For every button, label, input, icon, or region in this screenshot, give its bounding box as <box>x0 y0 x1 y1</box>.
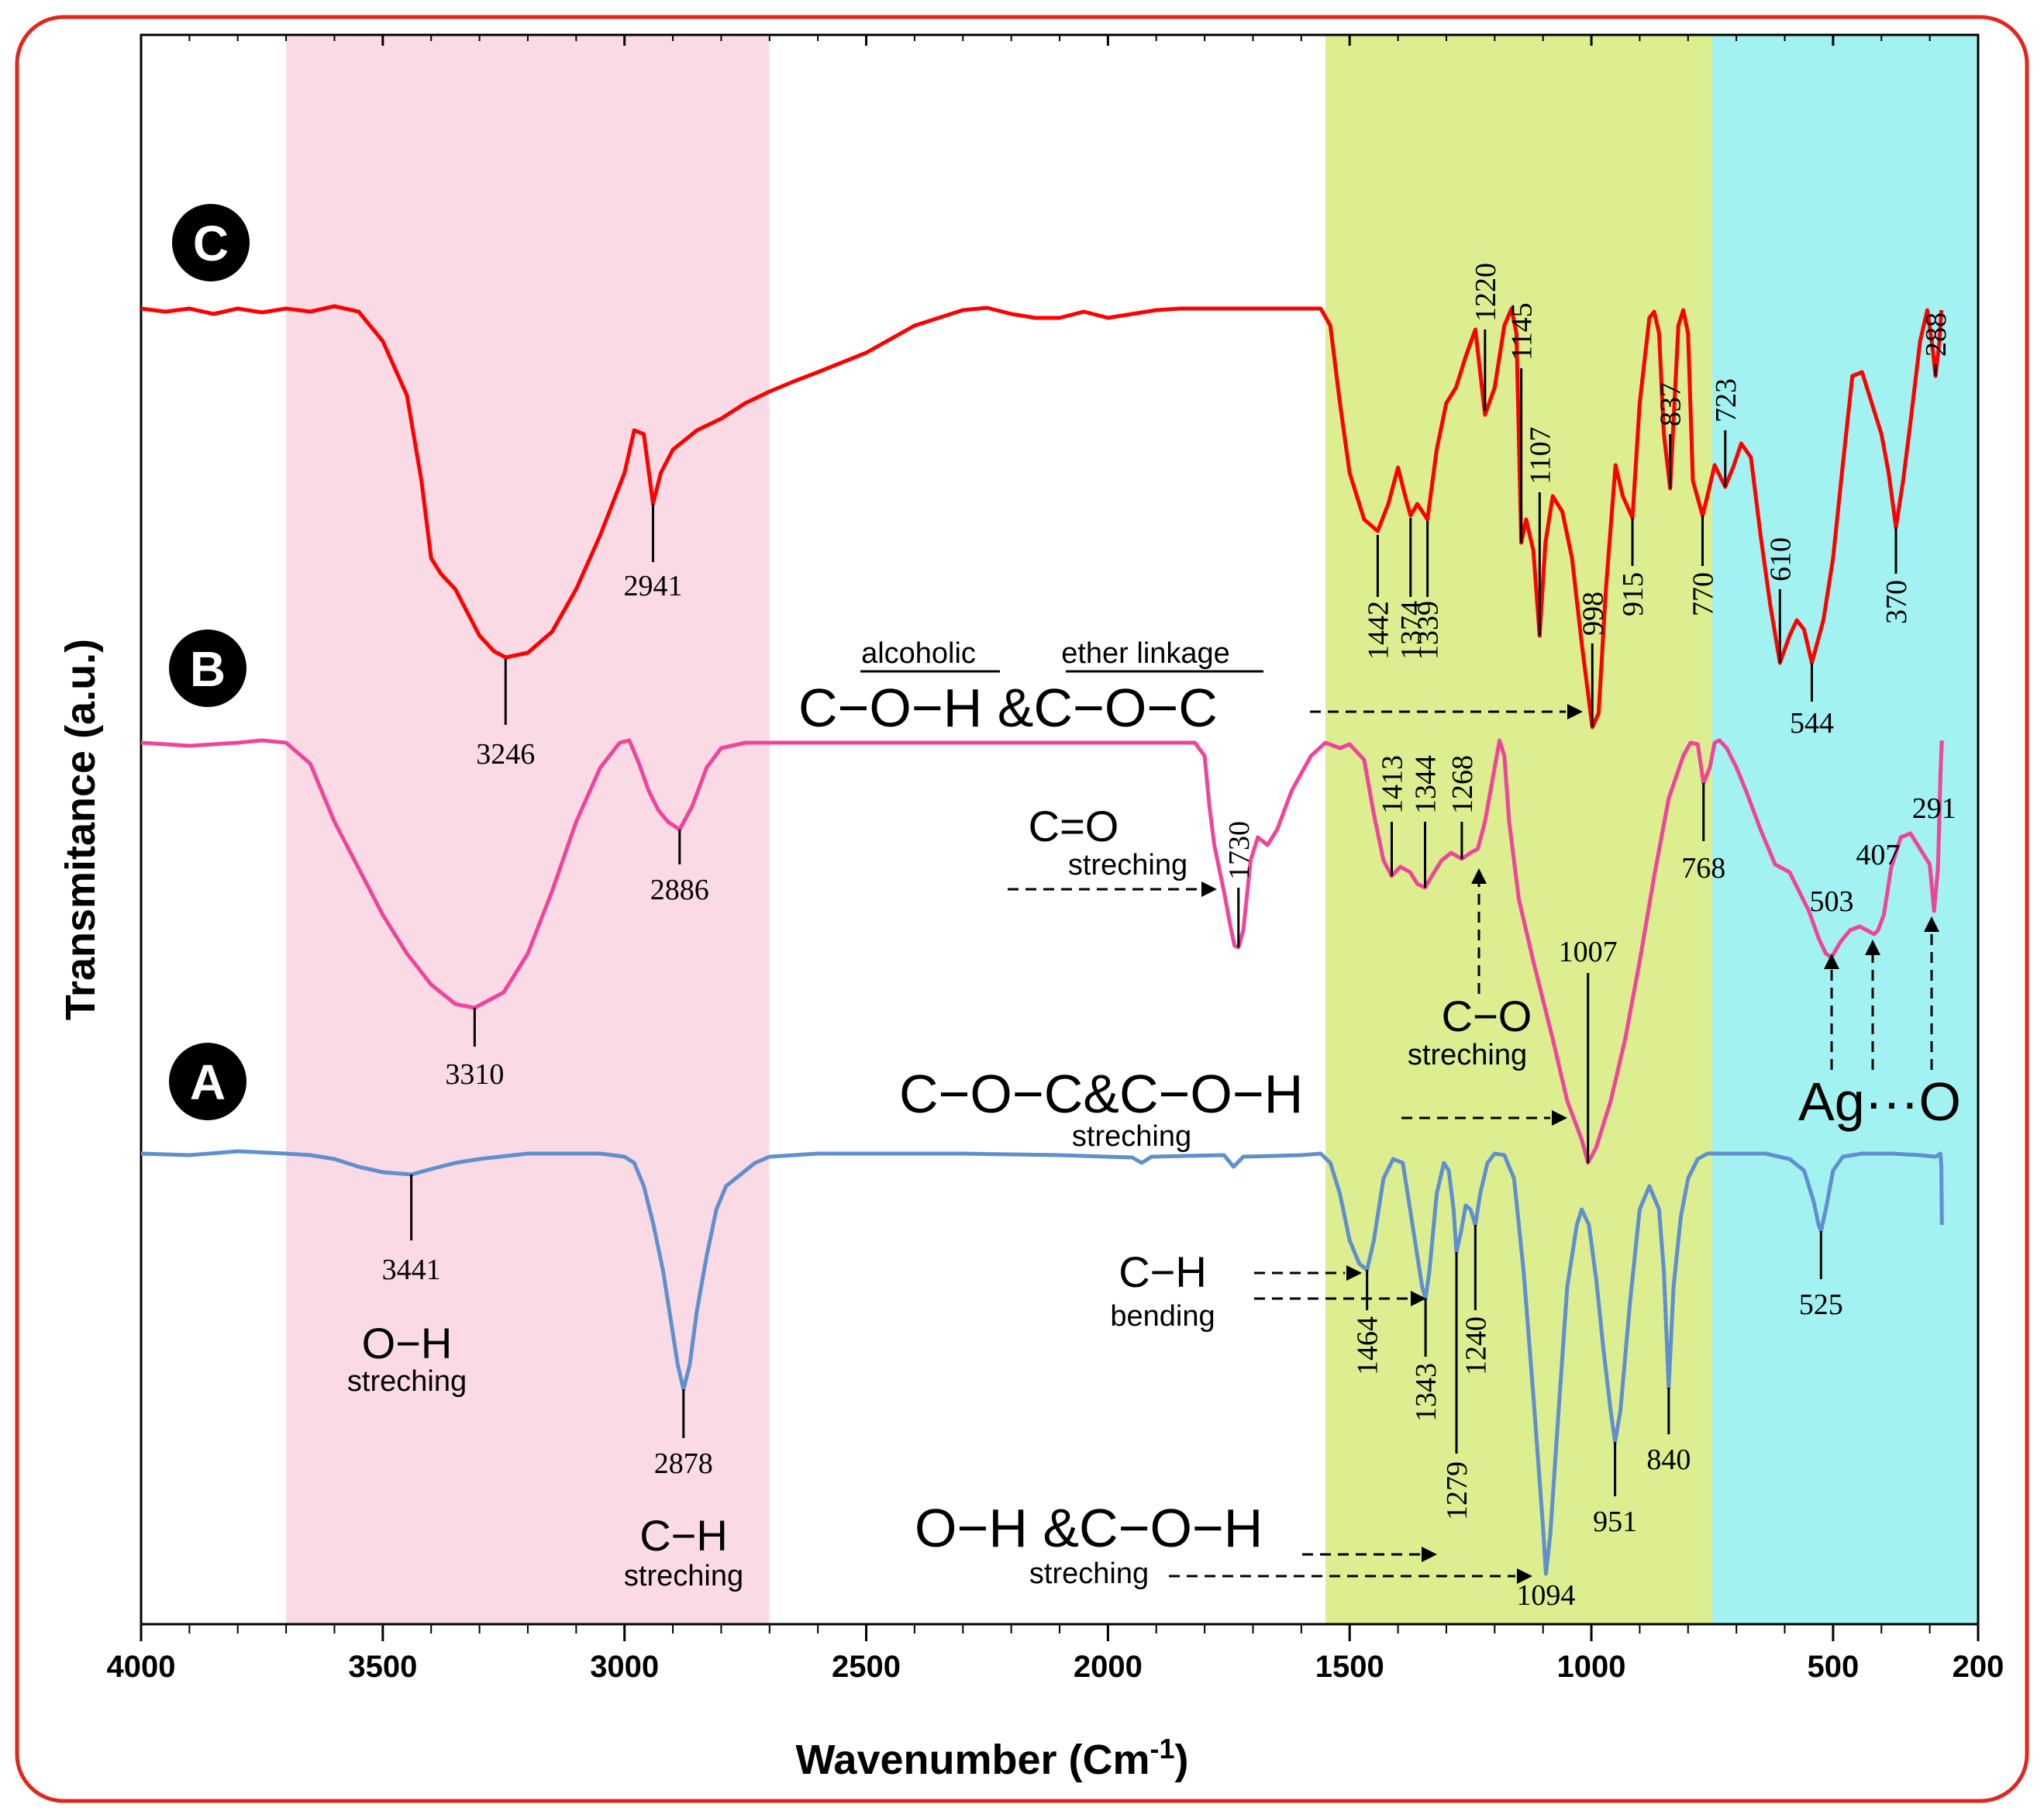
tick-label-3000: 3000 <box>590 1650 659 1684</box>
series-b-line <box>140 738 1944 1165</box>
peak-label-b-407: 407 <box>1856 839 1900 871</box>
peak-label-c-1339: 1339 <box>1412 601 1445 660</box>
peak-label-c-1220: 1220 <box>1470 263 1502 322</box>
peak-label-b-2886: 2886 <box>650 874 709 906</box>
oh-stretch-sub: streching <box>347 1365 467 1398</box>
oh-coh-arrowhead-2 <box>1517 1568 1532 1584</box>
coh-coc-arrowhead <box>1567 704 1583 719</box>
alcoholic-label: alcoholic <box>861 637 976 670</box>
oh-stretch-label: O−H <box>362 1319 453 1368</box>
peak-label-c-723: 723 <box>1710 378 1742 423</box>
peak-label-b-1413: 1413 <box>1376 755 1408 814</box>
ag-o-arrowhead-503 <box>1824 954 1839 969</box>
peak-label-c-3246: 3246 <box>476 738 535 771</box>
peak-label-a-2878: 2878 <box>654 1447 713 1480</box>
peak-label-c-370: 370 <box>1880 580 1913 624</box>
co-single-sub: streching <box>1408 1039 1527 1071</box>
peak-label-a-840: 840 <box>1646 1444 1691 1476</box>
ag-o-arrowhead-291 <box>1924 916 1939 932</box>
peak-label-b-291: 291 <box>1912 792 1956 825</box>
ch-stretch-label: C−H <box>639 1511 728 1560</box>
annotations: O−H streching C−H streching alcoholic et… <box>347 637 1961 1592</box>
coc-coh-sub: streching <box>1072 1120 1191 1153</box>
peak-label-c-1107: 1107 <box>1524 426 1556 485</box>
x-axis-ticks <box>140 35 1980 1641</box>
region-1 <box>1325 35 1712 1624</box>
peak-label-a-3441: 3441 <box>382 1254 441 1286</box>
ag-o-label: Ag···O <box>1798 1071 1961 1132</box>
x-axis-tick-labels: 4000 3500 3000 2500 2000 1500 1000 500 200 <box>107 1650 2004 1684</box>
series-b-badge: B <box>169 630 246 707</box>
tick-label-2000: 2000 <box>1074 1650 1143 1684</box>
tick-label-1500: 1500 <box>1315 1650 1384 1684</box>
tick-label-3500: 3500 <box>348 1650 417 1684</box>
peak-label-c-288: 288 <box>1920 312 1953 357</box>
peak-marker-lines <box>410 329 1937 1496</box>
svg-text:A: A <box>190 1054 226 1110</box>
co-single-arrowhead <box>1471 868 1487 884</box>
peak-label-a-1240: 1240 <box>1460 1316 1492 1375</box>
peak-label-b-1007: 1007 <box>1559 936 1618 968</box>
peak-label-b-3310: 3310 <box>445 1058 504 1091</box>
peak-label-c-2941: 2941 <box>623 570 682 602</box>
coh-coc-label: C−O−H &C−O−C <box>798 678 1218 738</box>
ch-stretch-sub: streching <box>624 1560 743 1592</box>
shaded-regions <box>286 35 1978 1624</box>
co-double-sub: streching <box>1068 849 1187 881</box>
ch-bend-label: C−H <box>1119 1247 1207 1296</box>
ch-bend-sub: bending <box>1110 1300 1215 1333</box>
oh-coh-sub: streching <box>1029 1558 1149 1590</box>
peak-label-c-610: 610 <box>1764 537 1797 581</box>
series-a-line <box>140 1149 1944 1576</box>
ch-bend-arrowhead-2 <box>1411 1291 1426 1306</box>
peak-label-c-915: 915 <box>1617 572 1649 616</box>
svg-text:B: B <box>190 641 226 697</box>
coc-coh-label: C−O−C&C−O−H <box>899 1064 1303 1124</box>
ag-o-arrowhead-407 <box>1865 940 1880 955</box>
tick-label-2500: 2500 <box>832 1650 901 1684</box>
svg-text:C: C <box>193 216 229 271</box>
peak-label-b-1344: 1344 <box>1410 755 1443 814</box>
peak-label-c-1374: 1374 <box>1395 601 1428 660</box>
peak-label-c-1145: 1145 <box>1506 302 1539 360</box>
peak-label-b-503: 503 <box>1810 885 1854 918</box>
tick-label-200: 200 <box>1953 1650 2004 1684</box>
series-c-badge: C <box>172 204 250 281</box>
ch-bend-arrowhead-1 <box>1346 1265 1362 1281</box>
tick-label-1000: 1000 <box>1557 1650 1626 1684</box>
series-a-badge: A <box>169 1043 246 1120</box>
tick-label-500: 500 <box>1808 1650 1860 1684</box>
region-2 <box>1711 35 1978 1624</box>
co-double-arrowhead <box>1201 881 1217 897</box>
peak-label-a-1094: 1094 <box>1516 1579 1575 1612</box>
co-single-label: C−O <box>1442 992 1532 1040</box>
coc-coh-arrowhead <box>1552 1110 1567 1126</box>
peak-label-a-1279: 1279 <box>1441 1461 1474 1520</box>
ether-linkage-label: ether linkage <box>1061 637 1230 670</box>
series-c-line <box>140 304 1944 730</box>
tick-label-4000: 4000 <box>107 1650 176 1684</box>
peak-label-b-1730: 1730 <box>1223 821 1256 880</box>
peak-label-b-768: 768 <box>1681 852 1725 885</box>
peak-label-c-998: 998 <box>1577 592 1609 636</box>
peak-label-c-837: 837 <box>1655 382 1687 426</box>
x-axis-title: Wavenumber (Cm-1) <box>795 1733 1188 1784</box>
peak-label-c-544: 544 <box>1790 707 1834 740</box>
peak-label-c-1442: 1442 <box>1362 601 1394 660</box>
peak-label-a-951: 951 <box>1593 1506 1637 1538</box>
peak-label-a-1464: 1464 <box>1352 1316 1384 1375</box>
y-axis-title: Transmitance (a.u.) <box>57 639 104 1020</box>
oh-coh-arrowhead-1 <box>1422 1547 1437 1562</box>
oh-coh-label: O−H &C−O−H <box>915 1498 1263 1558</box>
peak-label-c-770: 770 <box>1687 572 1720 616</box>
peak-label-a-525: 525 <box>1799 1288 1843 1321</box>
co-double-label: C=O <box>1029 802 1119 850</box>
peak-label-b-1268: 1268 <box>1446 755 1479 814</box>
peak-label-a-1343: 1343 <box>1410 1363 1443 1422</box>
